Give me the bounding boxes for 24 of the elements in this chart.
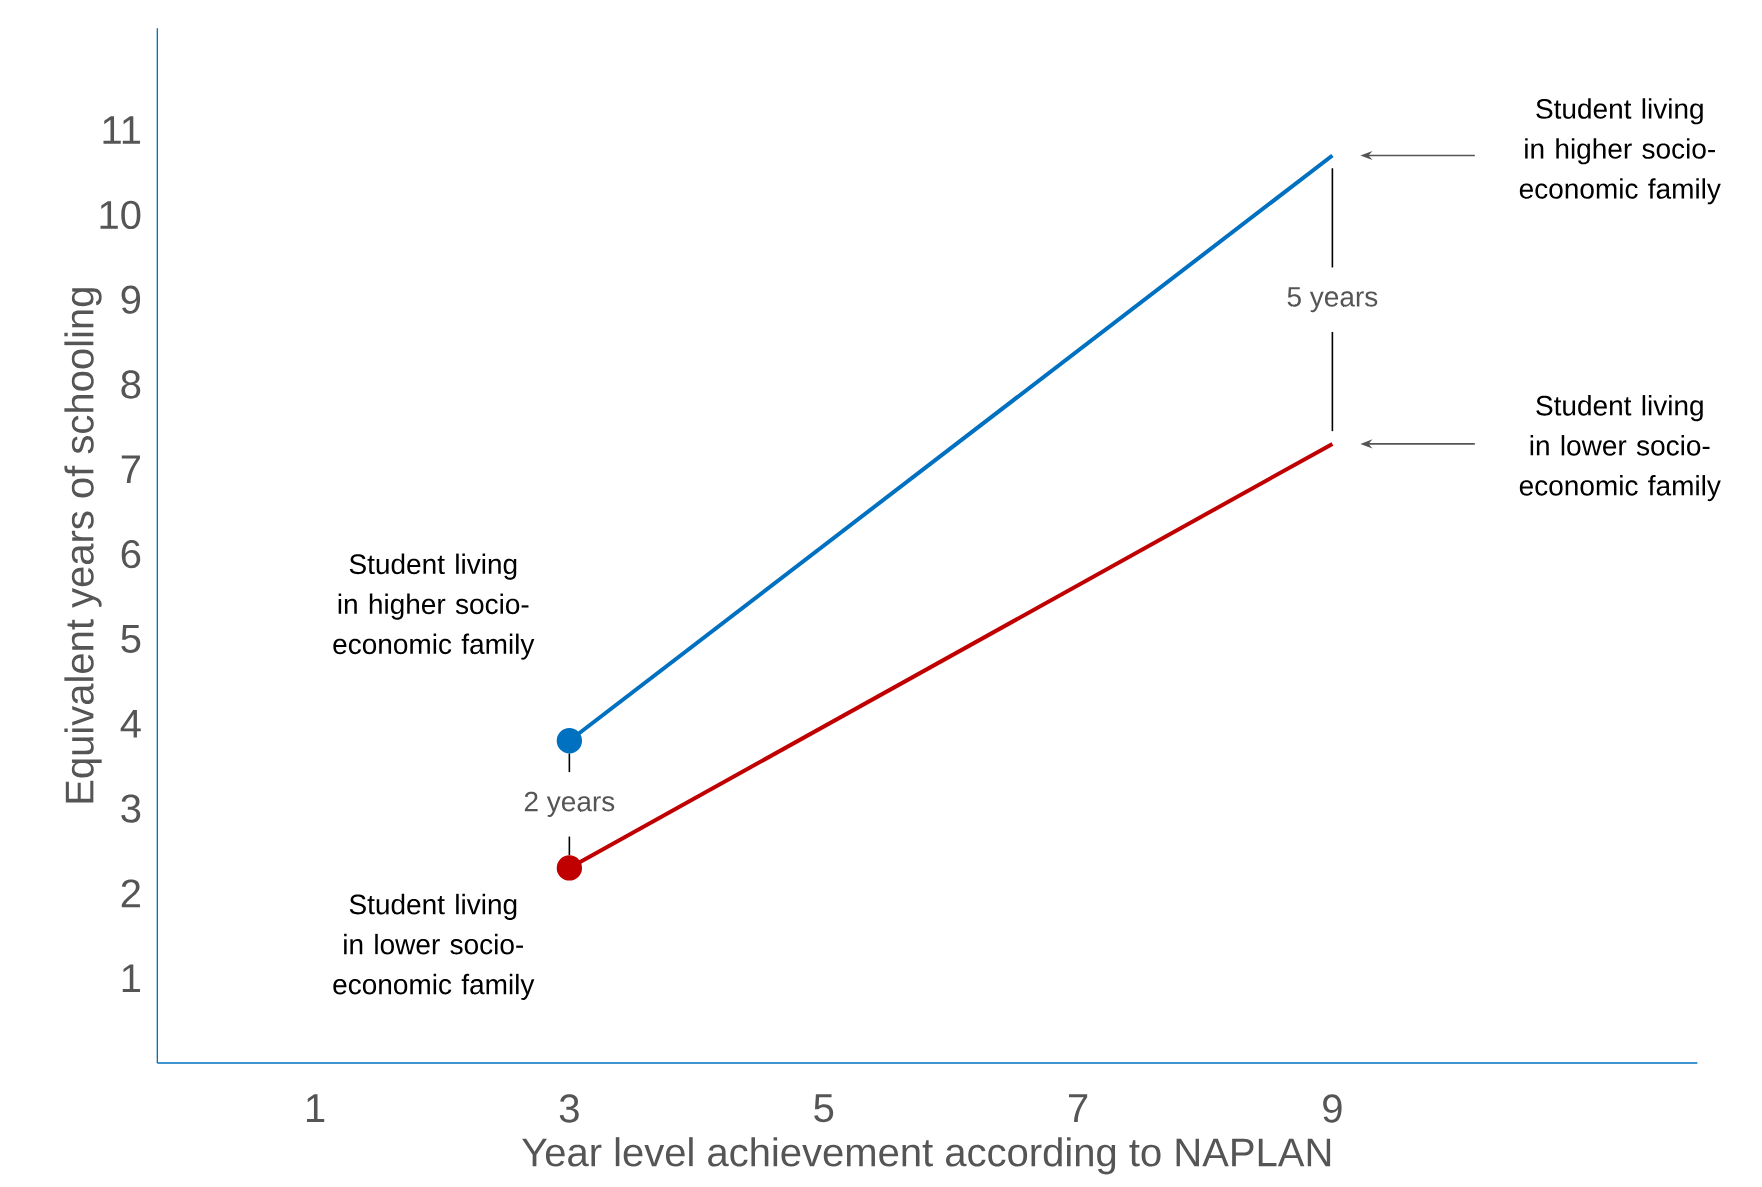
- y-tick-label: 10: [100, 200, 141, 230]
- y-tick-label: 11: [103, 116, 141, 144]
- y-tick-label: 9: [121, 285, 141, 314]
- y-tick-label: 8: [121, 370, 141, 399]
- x-tick-label: 1: [306, 1094, 325, 1122]
- y-tick-label: 2: [121, 879, 140, 908]
- y-tick-label: 5: [121, 624, 141, 653]
- annotation: 2 years: [524, 791, 615, 817]
- x-tick-label: 7: [1068, 1094, 1088, 1122]
- annotation: Student living in higher socio-economic family: [333, 553, 535, 660]
- x-tick-label: 3: [559, 1094, 579, 1123]
- y-tick-label: 7: [121, 455, 140, 484]
- y-tick-label: 1: [122, 964, 141, 992]
- x-axis-title: Year level achievement according to NAPLAN: [522, 1137, 1331, 1175]
- x-tick-label: 9: [1323, 1094, 1342, 1123]
- annotation: 5 years: [1287, 287, 1378, 313]
- annotation: Student living in lower socio-economic family: [1519, 395, 1721, 502]
- y-tick-label: 3: [121, 794, 141, 823]
- y-tick-label: 6: [121, 539, 141, 569]
- y-tick-label: 4: [120, 709, 141, 738]
- annotation: Student living in higher socio-economic family: [1519, 98, 1721, 205]
- annotation: Student living in lower socio-economic family: [333, 893, 535, 1000]
- y-axis-title: Equivalent years of schooling: [64, 288, 102, 803]
- x-tick-label: 5: [814, 1094, 834, 1123]
